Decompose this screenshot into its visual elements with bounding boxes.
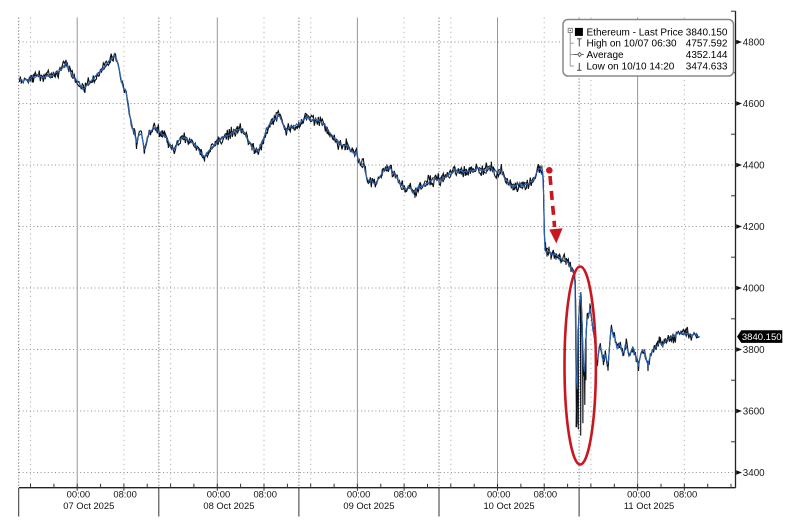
svg-text:07 Oct 2025: 07 Oct 2025 [63,500,114,511]
svg-text:00:00: 00:00 [487,489,510,500]
svg-text:08:00: 08:00 [113,489,136,500]
svg-text:00:00: 00:00 [627,489,650,500]
svg-text:4200: 4200 [743,222,765,233]
svg-text:00:00: 00:00 [207,489,230,500]
svg-text:Ethereum - Last Price: Ethereum - Last Price [587,27,684,38]
svg-text:4000: 4000 [743,283,765,294]
svg-text:3840.150: 3840.150 [686,27,728,38]
svg-text:3840.150: 3840.150 [742,332,782,343]
svg-text:08:00: 08:00 [394,489,417,500]
svg-text:3800: 3800 [743,345,765,356]
svg-text:09 Oct 2025: 09 Oct 2025 [343,500,394,511]
svg-text:3600: 3600 [743,406,765,417]
svg-text:High on 10/07 06:30: High on 10/07 06:30 [587,39,678,50]
svg-text:08:00: 08:00 [534,489,557,500]
svg-text:08:00: 08:00 [253,489,276,500]
svg-text:08 Oct 2025: 08 Oct 2025 [203,500,254,511]
svg-text:4352.144: 4352.144 [686,50,728,61]
svg-text:3400: 3400 [743,468,765,479]
svg-text:Average: Average [587,50,625,61]
svg-text:4757.592: 4757.592 [686,39,728,50]
svg-text:00:00: 00:00 [67,489,90,500]
svg-text:08:00: 08:00 [674,489,697,500]
svg-text:10 Oct 2025: 10 Oct 2025 [483,500,534,511]
svg-text:11 Oct 2025: 11 Oct 2025 [624,500,674,511]
svg-text:4600: 4600 [743,99,765,110]
svg-text:Low on 10/10 14:20: Low on 10/10 14:20 [587,62,675,73]
svg-text:4800: 4800 [743,37,765,48]
svg-text:00:00: 00:00 [347,489,370,500]
svg-text:4400: 4400 [743,160,765,171]
svg-text:3474.633: 3474.633 [686,62,728,73]
